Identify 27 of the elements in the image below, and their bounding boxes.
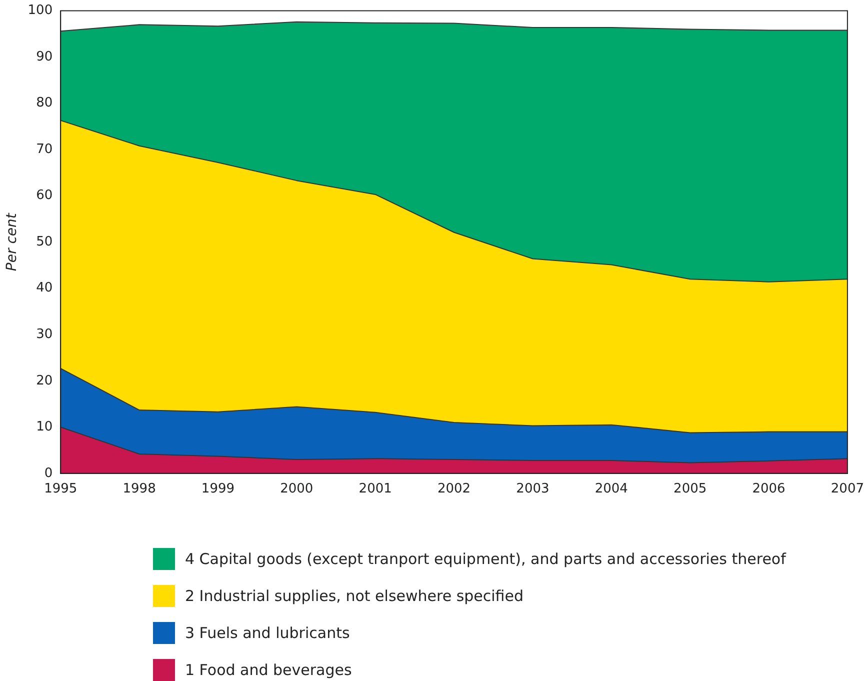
y-tick-label: 80 — [36, 96, 53, 111]
legend-label: 1 Food and beverages — [185, 660, 352, 678]
y-tick-label: 70 — [36, 142, 53, 157]
x-tick-label: 2003 — [516, 482, 550, 497]
y-tick-label: 40 — [36, 280, 53, 296]
x-tick-label: 1999 — [201, 482, 235, 497]
y-tick-label: 60 — [36, 188, 53, 204]
legend-label: 2 Industrial supplies, not elsewhere specified — [185, 586, 524, 604]
x-tick-label: 2005 — [674, 482, 707, 497]
x-tick-label: 2007 — [830, 482, 864, 497]
y-tick-label: 10 — [36, 420, 53, 435]
x-tick-label: 1998 — [122, 482, 156, 497]
y-tick-label: 100 — [28, 3, 53, 18]
y-tick-label: 0 — [44, 466, 53, 481]
x-tick-label: 2006 — [752, 482, 786, 497]
x-tick-label: 2000 — [280, 482, 314, 497]
y-tick-label: 30 — [36, 326, 53, 342]
x-tick-label: 1995 — [44, 482, 78, 497]
legend-label: 4 Capital goods (except tranport equipment), and parts and accessories thereof — [185, 550, 786, 568]
y-tick-label: 50 — [36, 234, 53, 250]
x-tick-label: 2001 — [358, 482, 392, 497]
x-tick-label: 2002 — [437, 482, 471, 497]
y-tick-label: 20 — [36, 373, 53, 388]
legend-label: 3 Fuels and lubricants — [185, 624, 350, 642]
y-tick-label: 90 — [36, 49, 53, 64]
x-tick-label: 2004 — [594, 482, 628, 497]
y-axis-title: Per cent — [4, 212, 20, 272]
